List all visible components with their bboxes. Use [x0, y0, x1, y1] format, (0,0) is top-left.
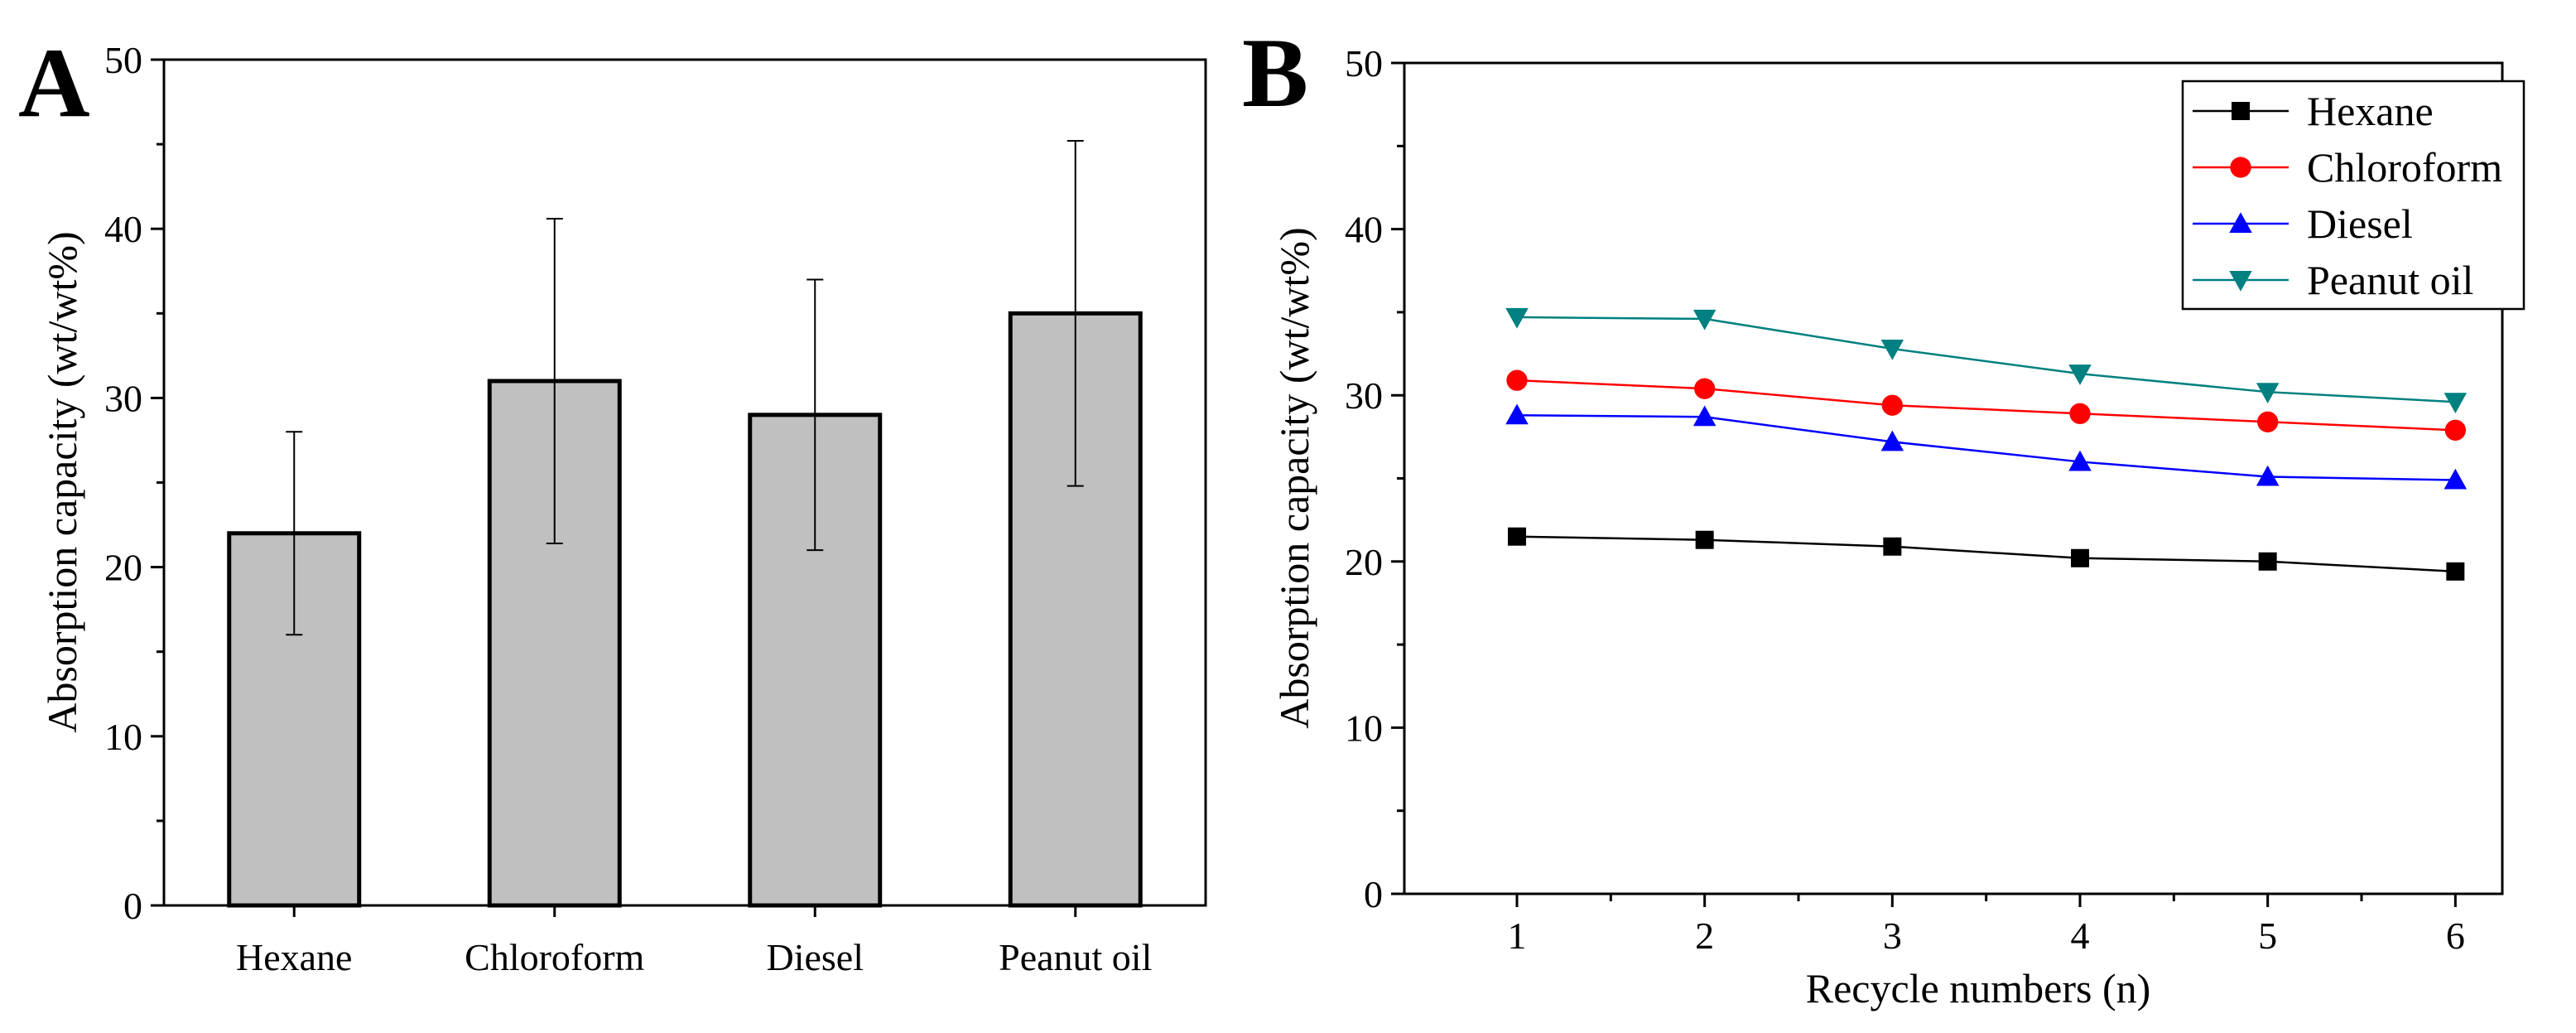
y-tick-label: 0 — [1364, 873, 1383, 915]
legend-label-diesel: Diesel — [2307, 200, 2413, 247]
legend-label-peanut-oil: Peanut oil — [2307, 257, 2473, 303]
data-point-peanut-oil — [2444, 393, 2468, 413]
y-tick-label: 10 — [1345, 707, 1383, 749]
x-tick-label-chloroform: Chloroform — [465, 936, 644, 978]
data-point-peanut-oil — [1880, 340, 1904, 360]
legend-label-hexane: Hexane — [2307, 88, 2434, 134]
panel-b-series — [1505, 307, 2468, 581]
panel-a-x-axis: Hexane Chloroform Diesel Peanut oil — [236, 905, 1152, 978]
data-point-hexane — [1883, 537, 1902, 556]
panel-label-b: B — [1242, 17, 1308, 128]
panel-a-y-axis: 0 10 20 30 40 50 — [104, 39, 164, 927]
x-tick-label-diesel: Diesel — [766, 936, 864, 978]
data-point-chloroform — [1881, 394, 1903, 416]
legend-marker — [2232, 102, 2250, 120]
panel-a-bar-chart: A 0 10 20 30 40 50 Hexane Chloroform Diesel Pean… — [18, 27, 1207, 978]
legend-entry-hexane: Hexane — [2193, 88, 2434, 134]
x-tick-label: 5 — [2258, 915, 2277, 957]
data-point-chloroform — [2257, 411, 2279, 432]
y-tick-label: 10 — [104, 716, 142, 758]
legend-entry-chloroform: Chloroform — [2193, 144, 2502, 191]
data-point-hexane — [2258, 552, 2277, 571]
data-point-diesel — [1880, 430, 1904, 451]
data-point-peanut-oil — [2256, 383, 2280, 403]
data-point-peanut-oil — [1692, 309, 1717, 331]
data-point-diesel — [2444, 468, 2468, 490]
legend-label-chloroform: Chloroform — [2307, 144, 2502, 191]
series-diesel — [1505, 403, 2468, 490]
series-line-peanut-oil — [1516, 316, 2456, 403]
x-tick-label: 1 — [1508, 915, 1527, 957]
data-point-peanut-oil — [1505, 307, 1529, 329]
data-point-chloroform — [1694, 378, 1716, 399]
data-point-diesel — [2068, 450, 2092, 471]
y-tick-label: 30 — [1345, 374, 1383, 417]
y-tick-label: 30 — [104, 377, 142, 419]
x-tick-label: 3 — [1883, 915, 1902, 957]
x-tick-label: 6 — [2446, 915, 2465, 957]
data-point-diesel — [1505, 403, 1529, 425]
legend-marker — [2230, 157, 2251, 178]
legend-entry-peanut-oil: Peanut oil — [2193, 257, 2473, 303]
y-tick-label: 0 — [123, 885, 142, 927]
legend-marker — [2229, 271, 2252, 292]
series-hexane — [1508, 527, 2465, 581]
panel-b-y-axis: 0 10 20 30 40 50 — [1345, 42, 1404, 915]
data-point-hexane — [1695, 530, 1714, 549]
series-line-diesel — [1516, 414, 2456, 481]
data-point-diesel — [1692, 405, 1717, 427]
series-line-hexane — [1516, 535, 2456, 573]
y-tick-label: 40 — [1345, 209, 1383, 251]
data-point-chloroform — [2444, 419, 2466, 441]
data-point-hexane — [2071, 548, 2089, 567]
data-point-chloroform — [2069, 403, 2091, 424]
panel-label-a: A — [18, 27, 90, 138]
data-point-diesel — [2256, 465, 2280, 486]
data-point-hexane — [1508, 527, 1526, 546]
y-tick-label: 50 — [1345, 42, 1383, 84]
panel-b-x-axis-title: Recycle numbers (n) — [1806, 965, 2151, 1011]
y-tick-label: 20 — [104, 547, 142, 589]
y-tick-label: 50 — [104, 39, 142, 81]
data-point-hexane — [2446, 562, 2465, 581]
panel-b-x-axis: 1 2 3 4 5 6 — [1508, 894, 2465, 957]
x-tick-label-hexane: Hexane — [236, 936, 352, 978]
y-tick-label: 40 — [104, 208, 142, 250]
panel-a-bars — [227, 140, 1143, 908]
legend-marker — [2229, 212, 2252, 233]
panel-a-y-axis-title: Absorption capacity (wt/wt%) — [39, 231, 85, 732]
x-tick-label: 2 — [1695, 915, 1714, 957]
panel-b-legend: Hexane Chloroform Diesel Peanut oil — [2181, 80, 2525, 311]
y-tick-label: 20 — [1345, 541, 1383, 583]
data-point-chloroform — [1506, 369, 1528, 391]
data-point-peanut-oil — [2068, 364, 2092, 385]
panel-b-line-chart: B 0 10 20 30 40 50 1 2 3 4 5 6 Absorption capacity… — [1242, 17, 2525, 1011]
x-tick-label-peanut-oil: Peanut oil — [999, 936, 1152, 978]
panel-b-y-axis-title: Absorption capacity (wt/wt%) — [1271, 227, 1317, 728]
series-peanut-oil — [1505, 307, 2468, 413]
series-chloroform — [1506, 369, 2466, 441]
series-line-chloroform — [1516, 379, 2456, 432]
x-tick-label: 4 — [2071, 915, 2090, 957]
legend-entry-diesel: Diesel — [2193, 200, 2413, 247]
